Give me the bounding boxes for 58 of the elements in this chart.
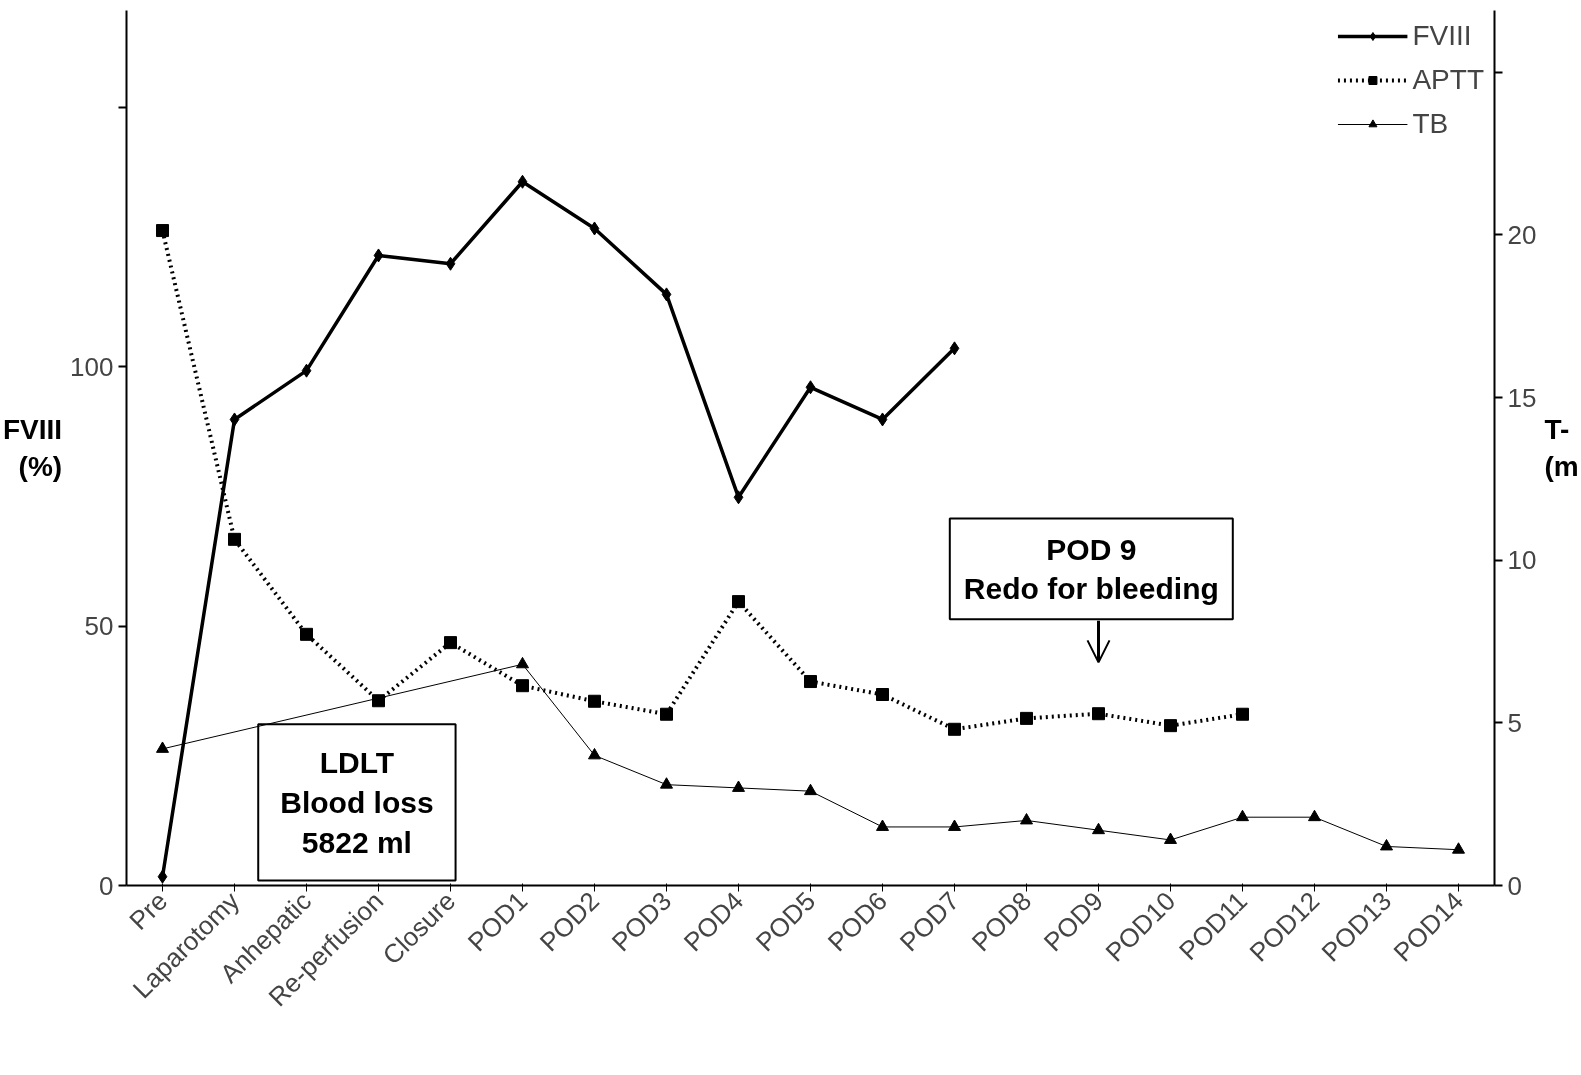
- y2-tick-label: 5: [1507, 707, 1522, 738]
- y-tick-label: 50: [84, 611, 114, 642]
- point: [516, 656, 529, 669]
- point: [1020, 813, 1033, 825]
- point: [588, 747, 601, 760]
- point: [156, 741, 169, 753]
- annotation: POD 9 Redo for bleeding: [963, 532, 1219, 606]
- point: [1092, 822, 1105, 835]
- point: [876, 819, 889, 831]
- point: [732, 595, 745, 609]
- annotation: LDLT Blood loss 5822 ml: [280, 746, 434, 859]
- point: [1236, 707, 1249, 721]
- y-tick-label: 100: [70, 351, 114, 382]
- point: [949, 341, 960, 356]
- y2-tick-label: 20: [1507, 219, 1537, 250]
- point: [660, 707, 673, 721]
- point: [445, 256, 456, 271]
- y-axis-title: FVIII (%): [3, 413, 63, 483]
- point: [589, 221, 600, 236]
- y2-tick-label: 0: [1507, 870, 1522, 901]
- point: [229, 412, 240, 427]
- point: [373, 248, 384, 263]
- point: [1308, 809, 1321, 822]
- point: [300, 627, 313, 641]
- point: [301, 363, 312, 378]
- y2-axis-title: T- (m: [1544, 413, 1579, 483]
- point: [588, 694, 601, 708]
- point: [157, 869, 168, 884]
- point: [1164, 832, 1177, 844]
- point: [804, 783, 817, 796]
- legend-label: TB: [1412, 108, 1449, 140]
- point: [733, 490, 744, 505]
- point: [804, 675, 817, 689]
- point: [1452, 842, 1465, 854]
- point: [661, 287, 672, 302]
- y2-tick-label: 15: [1507, 382, 1537, 413]
- point: [517, 174, 528, 189]
- legend-label: APTT: [1412, 64, 1484, 96]
- point: [156, 224, 169, 238]
- y2-tick-label: 10: [1507, 545, 1537, 576]
- point: [516, 679, 529, 693]
- point: [948, 722, 961, 736]
- point: [1164, 719, 1177, 733]
- point: [877, 412, 888, 427]
- point: [948, 819, 961, 831]
- point: [1380, 839, 1393, 851]
- point: [732, 780, 745, 792]
- point: [876, 688, 889, 702]
- point: [1092, 707, 1105, 721]
- point: [1020, 711, 1033, 725]
- point: [805, 380, 816, 395]
- legend-label: FVIII: [1412, 20, 1472, 52]
- point: [372, 694, 385, 708]
- point: [444, 636, 457, 650]
- point: [660, 777, 673, 789]
- point: [228, 532, 241, 546]
- y-tick-label: 0: [99, 870, 114, 901]
- point: [1236, 809, 1249, 822]
